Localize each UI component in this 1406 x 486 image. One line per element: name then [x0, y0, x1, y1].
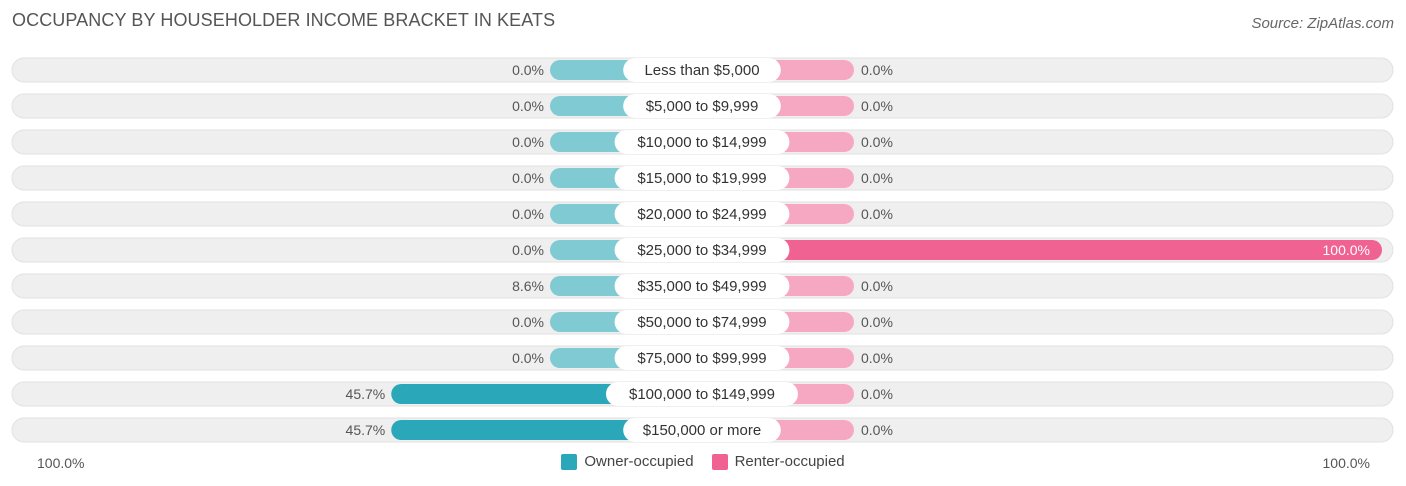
- renter-value-label: 0.0%: [861, 386, 893, 402]
- owner-value-label: 8.6%: [512, 278, 544, 294]
- legend-item-owner: Owner-occupied: [561, 453, 694, 470]
- category-pill: [614, 202, 790, 226]
- renter-value-label: 100.0%: [1323, 242, 1370, 258]
- owner-value-label: 0.0%: [512, 170, 544, 186]
- owner-value-label: 45.7%: [346, 422, 386, 438]
- owner-value-label: 45.7%: [346, 386, 386, 402]
- category-pill: [623, 418, 781, 442]
- category-pill: [623, 58, 781, 82]
- category-pill: [614, 130, 790, 154]
- axis-right-label: 100.0%: [1322, 455, 1370, 471]
- category-label: $25,000 to $34,999: [637, 242, 766, 259]
- chart-source: Source: ZipAtlas.com: [1251, 15, 1394, 32]
- renter-value-label: 0.0%: [861, 98, 893, 114]
- renter-value-label: 0.0%: [861, 350, 893, 366]
- category-label: $5,000 to $9,999: [646, 98, 759, 115]
- owner-value-label: 0.0%: [512, 314, 544, 330]
- chart-plot: 0.0% 0.0% Less than $5,000 0.0% 0.0% $5,000 t…: [11, 57, 1394, 443]
- owner-value-label: 0.0%: [512, 134, 544, 150]
- renter-value-label: 0.0%: [861, 314, 893, 330]
- category-label: $15,000 to $19,999: [637, 170, 766, 187]
- category-label: $50,000 to $74,999: [637, 314, 766, 331]
- renter-value-label: 0.0%: [861, 62, 893, 78]
- legend-label-owner: Owner-occupied: [584, 453, 694, 470]
- category-label: $20,000 to $24,999: [637, 206, 766, 223]
- legend-swatch-owner: [561, 453, 578, 470]
- category-pill: [614, 274, 790, 298]
- renter-value-label: 0.0%: [861, 170, 893, 186]
- renter-value-label: 0.0%: [861, 422, 893, 438]
- category-label: $35,000 to $49,999: [637, 278, 766, 295]
- category-label: $10,000 to $14,999: [637, 134, 766, 151]
- owner-value-label: 0.0%: [512, 350, 544, 366]
- owner-value-label: 0.0%: [512, 242, 544, 258]
- category-pill: [614, 346, 790, 370]
- owner-value-label: 0.0%: [512, 62, 544, 78]
- category-pill: [623, 94, 781, 118]
- legend-swatch-renter: [711, 453, 728, 470]
- category-label: $150,000 or more: [643, 422, 761, 439]
- renter-value-label: 0.0%: [861, 206, 893, 222]
- category-label: $100,000 to $149,999: [629, 386, 775, 403]
- chart-legend: Owner-occupied Renter-occupied: [0, 453, 1406, 470]
- renter-bar: [702, 240, 1382, 260]
- category-pill: [614, 166, 790, 190]
- category-pill: [614, 238, 790, 262]
- chart-title: OCCUPANCY BY HOUSEHOLDER INCOME BRACKET …: [12, 10, 556, 30]
- legend-label-renter: Renter-occupied: [734, 453, 845, 470]
- owner-value-label: 0.0%: [512, 98, 544, 114]
- category-pill: [606, 382, 798, 406]
- category-label: $75,000 to $99,999: [637, 350, 766, 367]
- owner-value-label: 0.0%: [512, 206, 544, 222]
- category-label: Less than $5,000: [644, 62, 759, 79]
- renter-value-label: 0.0%: [861, 278, 893, 294]
- renter-value-label: 0.0%: [861, 134, 893, 150]
- axis-left-label: 100.0%: [37, 455, 85, 471]
- legend-item-renter: Renter-occupied: [711, 453, 845, 470]
- category-pill: [614, 310, 790, 334]
